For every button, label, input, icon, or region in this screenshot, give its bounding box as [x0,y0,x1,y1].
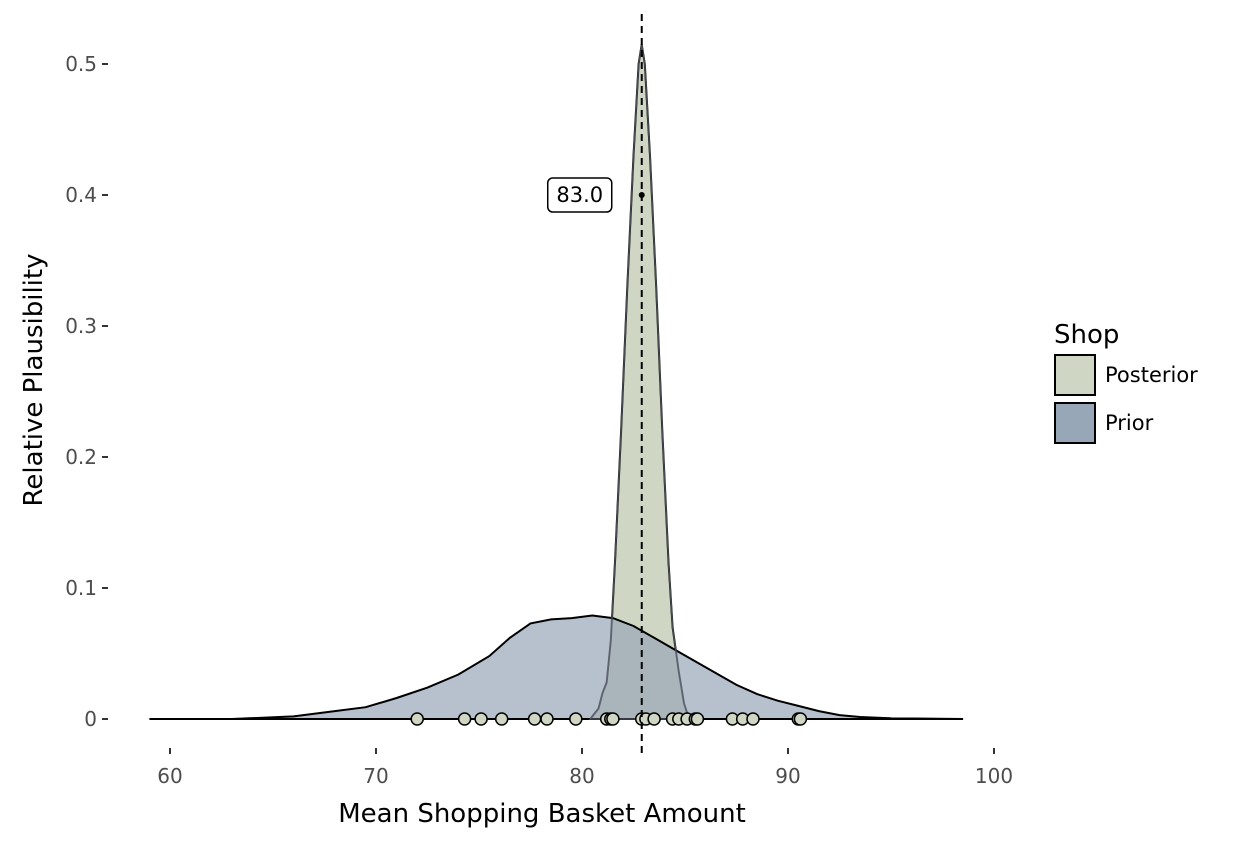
y-axis-title: Relative Plausibility [19,254,49,507]
observation-point [746,712,760,726]
y-tick-label: 0.2 [65,445,97,469]
y-tick-label: 0.5 [65,52,97,76]
legend: Shop Posterior Prior [1054,320,1198,444]
observation-point [569,712,583,726]
y-tick-label: 0 [84,707,97,731]
x-tick-label: 80 [569,764,594,788]
annotation-box [546,177,613,213]
annotation-label: 83.0 [556,183,603,207]
legend-key-posterior [1054,354,1096,396]
observation-point [457,712,472,726]
plot-area: 83.0 [149,14,964,754]
y-tick-label: 0.1 [65,576,97,600]
annotation-point [638,192,645,198]
observation-point [410,712,424,726]
x-tick-label: 70 [363,764,388,788]
observation-point [647,712,661,726]
y-tick-label: 0.3 [65,314,97,338]
legend-key-prior [1054,402,1096,444]
observation-point [527,712,542,726]
observation-point [494,712,509,726]
observation-point [793,712,808,726]
x-tick-label: 100 [975,764,1013,788]
legend-label-prior: Prior [1105,411,1154,435]
legend-title: Shop [1054,320,1119,350]
observation-point [474,712,488,726]
prior-density-area [149,614,964,720]
x-tick-label: 90 [775,764,800,788]
legend-label-posterior: Posterior [1105,363,1198,387]
observation-point [606,712,620,726]
x-axis-title: Mean Shopping Basket Amount [338,799,746,829]
observation-point [690,712,705,726]
axes: 0 0.1 0.2 0.3 0.4 0.5 60 70 80 90 100 [65,52,1013,788]
x-tick-label: 60 [157,764,182,788]
observation-point [540,712,554,726]
y-tick-label: 0.4 [65,183,97,207]
